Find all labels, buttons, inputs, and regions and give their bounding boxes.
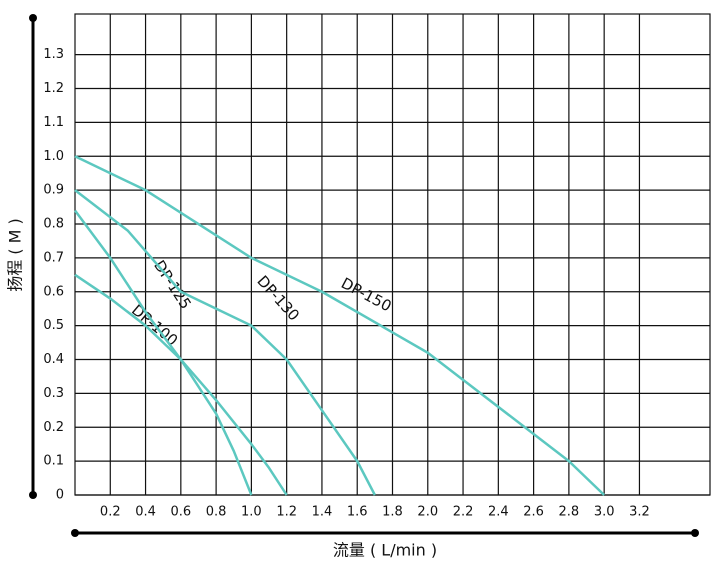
- x-tick-label: 2.8: [559, 505, 580, 520]
- y-tick-label: 0: [56, 488, 64, 503]
- x-tick-label: 0.4: [135, 505, 156, 520]
- x-tick-label: 1.8: [382, 505, 403, 520]
- y-tick-label: 0.2: [43, 420, 64, 435]
- y-tick-label: 1.0: [43, 149, 64, 164]
- curve: [74, 189, 376, 496]
- x-tick-label: 0.8: [206, 505, 227, 520]
- y-axis-title: 扬程 ( M ): [6, 218, 25, 292]
- x-tick-label: 2.0: [417, 505, 438, 520]
- y-tick-label: 0.5: [43, 318, 64, 333]
- x-tick-label: 3.0: [594, 505, 615, 520]
- x-tick-label: 2.2: [453, 505, 474, 520]
- x-axis-title: 流量 ( L/min ): [333, 541, 437, 560]
- curve: [74, 273, 253, 496]
- x-tick-label: 0.2: [100, 505, 121, 520]
- x-tick-label: 0.6: [170, 505, 191, 520]
- axis-dot: [71, 529, 79, 537]
- curve: [74, 155, 606, 496]
- x-tick-label: 1.2: [276, 505, 297, 520]
- y-tick-label: 0.6: [43, 284, 64, 299]
- axis-dot: [29, 491, 37, 499]
- series-label: DP-150: [338, 274, 394, 315]
- curve: [73, 209, 288, 496]
- y-tick-label: 1.3: [43, 47, 64, 62]
- y-tick-label: 0.4: [43, 352, 64, 367]
- x-tick-label: 3.2: [629, 505, 650, 520]
- y-tick-label: 1.2: [43, 81, 64, 96]
- axis-dot: [29, 14, 37, 22]
- y-tick-label: 0.7: [43, 250, 64, 265]
- y-tick-label: 0.9: [43, 183, 64, 198]
- y-tick-label: 0.8: [43, 217, 64, 232]
- x-tick-label: 2.6: [523, 505, 544, 520]
- y-tick-label: 1.1: [43, 115, 64, 130]
- x-tick-label: 1.0: [241, 505, 262, 520]
- y-tick-label: 0.1: [43, 454, 64, 469]
- axis-dot: [691, 529, 699, 537]
- x-tick-label: 1.6: [347, 505, 368, 520]
- y-tick-label: 0.3: [43, 386, 64, 401]
- x-tick-label: 2.4: [488, 505, 509, 520]
- x-tick-label: 1.4: [312, 505, 333, 520]
